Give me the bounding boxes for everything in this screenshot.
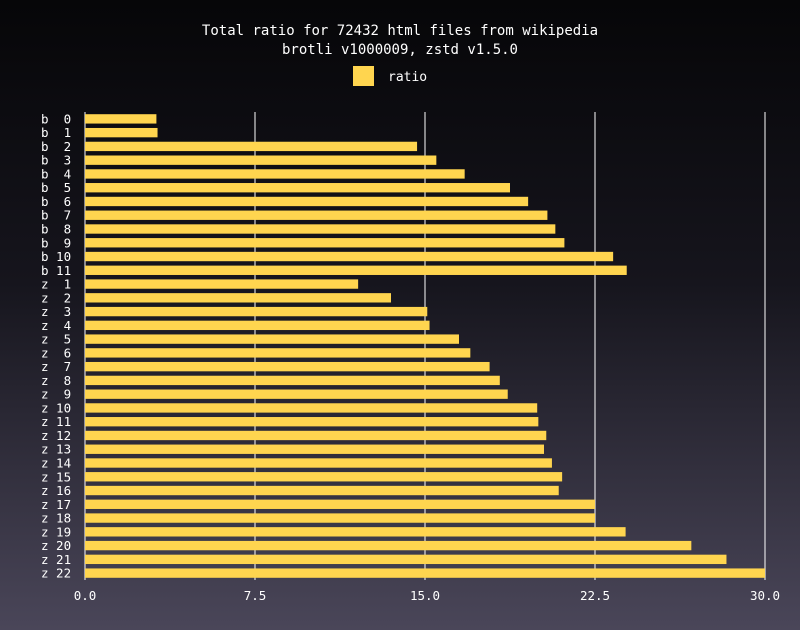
y-tick-label: z 1 — [41, 277, 71, 292]
bar — [85, 485, 559, 496]
y-tick-label: b 2 — [41, 139, 71, 154]
y-axis-labels: b 0b 1b 2b 3b 4b 5b 6b 7b 8b 9b 10b 11z … — [41, 111, 71, 580]
x-axis-ticks: 0.0 7.5 15.0 22.5 30.0 — [74, 588, 780, 603]
y-tick-label: z 11 — [41, 414, 71, 429]
x-tick-label: 7.5 — [244, 588, 267, 603]
bar — [85, 265, 627, 275]
x-tick-label: 30.0 — [750, 588, 780, 603]
grid-lines — [84, 112, 766, 580]
bar — [85, 320, 430, 331]
bar — [85, 293, 391, 303]
y-tick-label: z 4 — [41, 318, 71, 333]
y-tick-label: b 6 — [41, 194, 71, 209]
y-tick-label: z 7 — [41, 359, 71, 374]
y-tick-label: b 10 — [41, 249, 71, 264]
bar — [85, 472, 563, 482]
bar — [85, 141, 418, 152]
bar — [85, 527, 626, 537]
bar — [85, 306, 428, 317]
bar — [85, 210, 548, 220]
chart-title: Total ratio for 72432 html files from wi… — [202, 23, 598, 39]
y-tick-label: b 9 — [41, 235, 71, 250]
y-tick-label: z 6 — [41, 345, 71, 360]
y-tick-label: z 14 — [41, 456, 71, 471]
y-tick-label: z 8 — [41, 373, 71, 388]
y-tick-label: b 3 — [41, 153, 71, 168]
y-tick-label: z 18 — [41, 511, 71, 526]
bar — [85, 403, 538, 413]
y-tick-label: z 16 — [41, 483, 71, 498]
y-tick-label: z 13 — [41, 442, 71, 457]
bar — [85, 361, 490, 372]
y-tick-label: b 0 — [41, 111, 71, 126]
y-tick-label: z 19 — [41, 524, 71, 539]
y-tick-label: z 20 — [41, 538, 71, 553]
bar — [85, 169, 465, 179]
bar — [85, 155, 437, 165]
bar — [85, 568, 765, 578]
y-tick-label: z 15 — [41, 469, 71, 484]
bar — [85, 224, 556, 234]
y-tick-label: z 9 — [41, 387, 71, 402]
y-tick-label: z 12 — [41, 428, 71, 443]
bar — [85, 127, 158, 138]
bar — [85, 444, 544, 454]
bar — [85, 183, 510, 193]
y-tick-label: z 22 — [41, 566, 71, 581]
bar — [85, 499, 595, 509]
bar — [85, 348, 471, 358]
legend-label: ratio — [388, 70, 427, 85]
bar — [85, 279, 359, 289]
y-tick-label: z 2 — [41, 290, 71, 305]
x-tick-label: 15.0 — [410, 588, 440, 603]
y-tick-label: z 3 — [41, 304, 71, 319]
bar — [85, 196, 529, 207]
bar — [85, 554, 727, 565]
x-tick-label: 0.0 — [74, 588, 97, 603]
bar — [85, 458, 552, 468]
y-tick-label: b 4 — [41, 166, 71, 181]
bar — [85, 238, 565, 248]
bar — [85, 334, 459, 344]
bar — [85, 375, 500, 386]
y-tick-label: b 5 — [41, 180, 71, 195]
y-tick-label: b 7 — [41, 208, 71, 223]
bar — [85, 251, 614, 262]
y-tick-label: b 8 — [41, 222, 71, 237]
y-tick-label: z 17 — [41, 497, 71, 512]
bar — [85, 430, 547, 441]
y-tick-label: z 5 — [41, 332, 71, 347]
bar — [85, 389, 508, 399]
x-tick-label: 22.5 — [580, 588, 610, 603]
bar — [85, 114, 157, 124]
bar — [85, 540, 692, 551]
y-tick-label: z 10 — [41, 400, 71, 415]
bars — [85, 114, 765, 578]
bar — [85, 513, 595, 523]
y-tick-label: b 1 — [41, 125, 71, 140]
y-tick-label: z 21 — [41, 552, 71, 567]
chart-subtitle: brotli v1000009, zstd v1.5.0 — [282, 42, 518, 58]
legend-swatch — [353, 66, 374, 86]
bar — [85, 417, 539, 427]
y-tick-label: b 11 — [41, 263, 71, 278]
